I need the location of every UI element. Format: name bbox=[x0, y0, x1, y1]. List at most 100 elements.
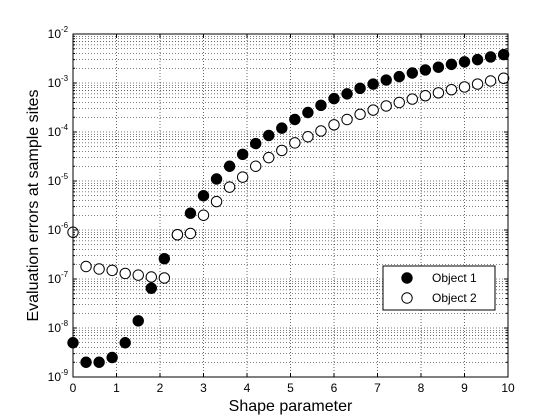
y-tick-exponent: -5 bbox=[61, 172, 69, 181]
legend-box bbox=[382, 265, 496, 311]
legend-marker-object-2 bbox=[401, 292, 413, 304]
y-tick-label: 10 bbox=[48, 27, 62, 41]
series-1-point bbox=[197, 190, 210, 202]
x-tick-labels: 0 1 2 3 4 5 6 7 8 9 10 bbox=[70, 381, 515, 395]
series-2-point bbox=[406, 93, 418, 105]
series-2-point bbox=[341, 113, 353, 126]
series-2-point bbox=[393, 96, 405, 109]
series-2-point bbox=[419, 90, 432, 102]
series-1-point bbox=[328, 92, 340, 105]
series-2-point bbox=[484, 75, 497, 87]
series-1-point bbox=[263, 129, 275, 142]
series-2-point bbox=[289, 137, 301, 149]
series-1-point bbox=[419, 64, 432, 76]
series-2-point bbox=[250, 160, 262, 172]
y-tick-exponent: -3 bbox=[61, 74, 69, 83]
x-tick-label: 0 bbox=[70, 381, 77, 395]
x-tick-label: 8 bbox=[418, 381, 425, 395]
series-2-point bbox=[432, 87, 445, 99]
series-2-point bbox=[445, 83, 458, 96]
y-tick-label: 10 bbox=[48, 125, 62, 139]
series-1-point bbox=[80, 356, 92, 368]
series-2-point bbox=[106, 264, 118, 277]
y-tick-exponent: -7 bbox=[61, 270, 69, 279]
x-tick-label: 4 bbox=[244, 381, 251, 395]
x-tick-label: 6 bbox=[331, 381, 338, 395]
series-2-point bbox=[458, 81, 471, 93]
y-tick-label: 10 bbox=[48, 174, 62, 188]
series-2-point bbox=[471, 78, 484, 90]
series-1-point bbox=[132, 315, 144, 327]
series-1-point bbox=[106, 351, 118, 364]
series-2-point bbox=[328, 119, 340, 131]
series-2-point bbox=[197, 209, 210, 221]
series-1-point bbox=[497, 48, 510, 61]
y-tick-label: 10 bbox=[48, 370, 62, 384]
legend-marker-object-1 bbox=[401, 272, 413, 284]
x-axis-label: Shape parameter bbox=[229, 398, 353, 415]
series-1-point bbox=[158, 252, 171, 265]
y-tick-label: 10 bbox=[48, 321, 62, 335]
x-tick-label: 2 bbox=[157, 381, 164, 395]
series-1-point bbox=[458, 56, 471, 68]
series-1-point bbox=[236, 148, 249, 161]
series-1-point bbox=[341, 88, 353, 100]
series-1-point bbox=[315, 99, 327, 112]
series-1-point bbox=[184, 207, 197, 219]
x-tick-label: 5 bbox=[287, 381, 294, 395]
series-1-point bbox=[354, 82, 366, 94]
series-1-point bbox=[250, 137, 262, 150]
series-1-point bbox=[471, 53, 484, 66]
series-2-point bbox=[497, 72, 510, 84]
y-tick-exponent: -6 bbox=[61, 221, 69, 230]
axis-ticks bbox=[72, 34, 509, 378]
series-2-point bbox=[93, 263, 105, 275]
series-1-point bbox=[445, 58, 458, 71]
series-1-point bbox=[484, 51, 497, 63]
series-2-point bbox=[367, 104, 379, 116]
series-1-point bbox=[367, 78, 379, 90]
y-axis-label: Evaluation errors at sample sites bbox=[25, 89, 42, 321]
legend-label-object-2: Object 2 bbox=[432, 291, 477, 305]
series-1-point bbox=[223, 160, 236, 172]
x-tick-label: 3 bbox=[200, 381, 207, 395]
series-2-point bbox=[276, 144, 288, 157]
series-2-point bbox=[380, 100, 392, 112]
series-2-point bbox=[145, 271, 158, 283]
series-2-point bbox=[184, 227, 197, 240]
series-1-point bbox=[302, 106, 314, 119]
x-tick-label: 10 bbox=[501, 381, 515, 395]
series-1-point bbox=[119, 337, 131, 349]
x-tick-label: 1 bbox=[113, 381, 120, 395]
series-2-point bbox=[210, 195, 223, 208]
y-tick-label: 10 bbox=[48, 76, 62, 90]
series-1-point bbox=[406, 67, 418, 79]
y-tick-exponent: -8 bbox=[61, 319, 69, 328]
y-tick-exponent: -2 bbox=[61, 25, 69, 34]
y-tick-exponent: -9 bbox=[61, 368, 69, 377]
series-2-point bbox=[302, 131, 314, 143]
series-2-point bbox=[119, 267, 131, 280]
legend-label-object-1: Object 1 bbox=[432, 271, 477, 285]
y-tick-label: 10 bbox=[48, 223, 62, 237]
series-2-point bbox=[354, 108, 366, 120]
series-2-point bbox=[80, 260, 92, 273]
series-1-point bbox=[276, 122, 288, 134]
y-tick-label: 10 bbox=[48, 272, 62, 286]
series-2-point bbox=[171, 229, 184, 241]
series-2-point bbox=[315, 125, 327, 137]
series-2-point bbox=[158, 272, 171, 284]
y-tick-labels: 10-910-810-710-610-510-410-310-2 bbox=[48, 25, 69, 384]
x-tick-label: 7 bbox=[374, 381, 381, 395]
series-2-point bbox=[132, 269, 144, 281]
series-1-point bbox=[145, 282, 158, 294]
series-1-point bbox=[380, 74, 392, 86]
legend: Object 1 Object 2 bbox=[382, 265, 496, 311]
series-2-point bbox=[236, 171, 249, 183]
grid-lines bbox=[73, 34, 508, 377]
y-tick-exponent: -4 bbox=[61, 123, 69, 132]
series-1-point bbox=[93, 356, 105, 368]
x-tick-label: 9 bbox=[461, 381, 468, 395]
series-1-point bbox=[432, 61, 445, 73]
